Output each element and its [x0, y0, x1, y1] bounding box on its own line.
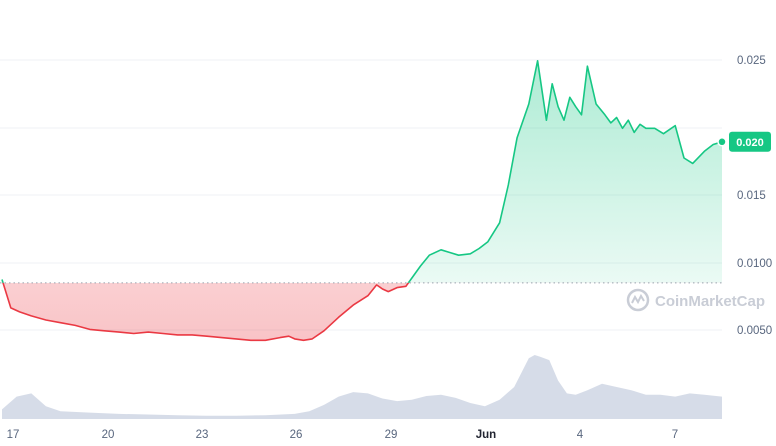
price-area-down	[2, 282, 722, 341]
price-line-down	[2, 282, 410, 342]
y-tick-label: 0.0050	[737, 325, 772, 337]
x-axis: 17 20 23 26 29 Jun 4 7	[7, 429, 679, 441]
y-tick-label: 0.015	[737, 190, 766, 202]
current-price-badge: 0.020	[717, 131, 771, 152]
y-tick-label: 0.0100	[737, 258, 772, 270]
price-area-up	[2, 60, 722, 283]
x-tick-label: Jun	[476, 429, 496, 441]
x-tick-label: 23	[196, 429, 209, 441]
volume-bars	[2, 355, 722, 419]
x-tick-label: 26	[290, 429, 303, 441]
current-price-label: 0.020	[736, 137, 764, 149]
x-tick-label: 20	[102, 429, 115, 441]
price-line	[1, 60, 723, 342]
x-tick-label: 17	[7, 429, 20, 441]
last-price-dot	[717, 137, 727, 147]
y-tick-label: 0.025	[737, 55, 766, 67]
price-line-up	[1, 60, 723, 283]
x-tick-label: 7	[672, 429, 678, 441]
x-tick-label: 29	[385, 429, 398, 441]
price-area	[2, 60, 722, 341]
coinmarketcap-logo-icon	[626, 288, 650, 312]
volume-area	[2, 355, 722, 419]
watermark: CoinMarketCap	[626, 288, 765, 312]
y-axis: 0.0050 0.0100 0.015 0.025	[737, 55, 772, 337]
watermark-text: CoinMarketCap	[655, 293, 765, 310]
x-tick-label: 4	[577, 429, 584, 441]
current-price-badge-bg	[729, 131, 771, 152]
